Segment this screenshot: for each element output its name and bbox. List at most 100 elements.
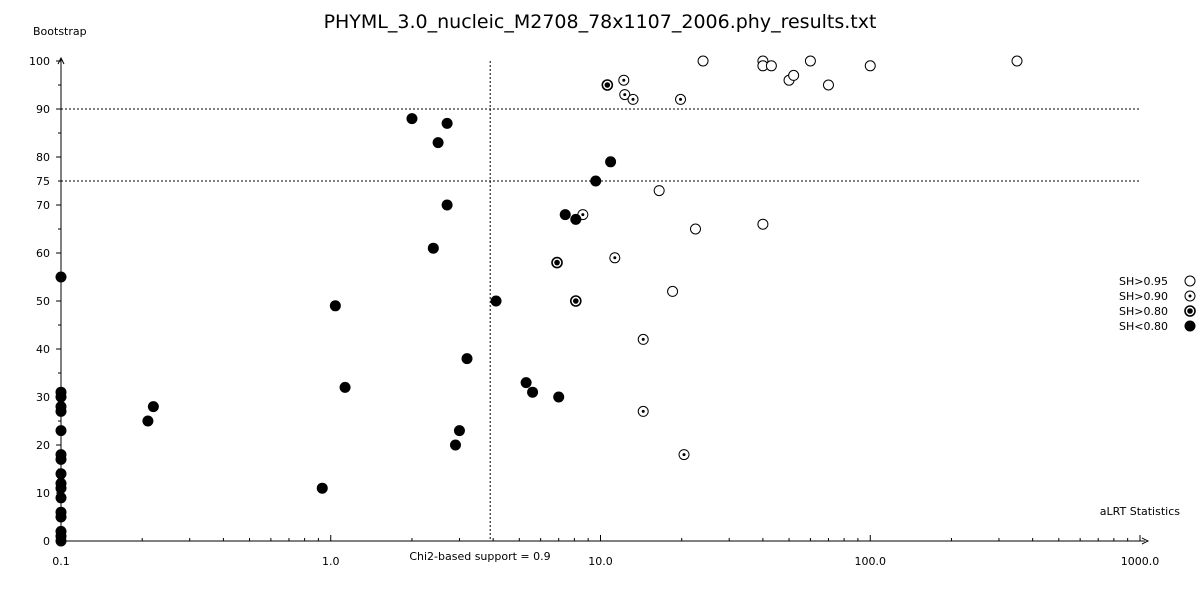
marker-ring	[757, 218, 769, 230]
data-point	[667, 285, 679, 297]
marker-fill	[453, 425, 465, 437]
data-point	[765, 60, 777, 72]
y-tick-label: 80	[36, 151, 50, 164]
data-point	[619, 89, 631, 101]
legend-label: SH<0.80	[1119, 320, 1168, 333]
reference-lines	[61, 61, 1140, 541]
marker-fill	[339, 381, 351, 393]
marker-ring	[697, 55, 709, 67]
data-point	[329, 300, 341, 312]
marker-dot	[682, 453, 686, 457]
data-point	[427, 242, 439, 254]
data-point	[55, 405, 67, 417]
marker-ring	[653, 185, 665, 197]
marker-dot	[1188, 294, 1192, 298]
x-tick-label: 100.0	[855, 555, 887, 568]
data-point	[757, 218, 769, 230]
data-point	[55, 482, 67, 494]
legend-label: SH>0.80	[1119, 305, 1168, 318]
marker-fill	[55, 468, 67, 480]
data-point	[804, 55, 816, 67]
x-tick-label: 10.0	[588, 555, 613, 568]
data-point	[55, 453, 67, 465]
y-tick-label: 60	[36, 247, 50, 260]
chart-title: PHYML_3.0_nucleic_M2708_78x1107_2006.phy…	[324, 11, 877, 33]
marker-ring	[804, 55, 816, 67]
marker-ring	[822, 79, 834, 91]
marker-dot	[631, 97, 635, 101]
y-tick-label: 20	[36, 439, 50, 452]
data-point	[690, 223, 702, 235]
marker-dot	[641, 337, 645, 341]
data-point	[55, 492, 67, 504]
marker-fill	[55, 453, 67, 465]
y-tick-label: 75	[36, 175, 50, 188]
data-point	[697, 55, 709, 67]
y-tick-label: 0	[43, 535, 50, 548]
marker-dot	[622, 78, 626, 82]
data-point	[570, 213, 582, 225]
marker-dot	[679, 97, 683, 101]
marker-fill	[441, 199, 453, 211]
marker-ring	[690, 223, 702, 235]
marker-dot	[641, 409, 645, 413]
marker-core	[554, 259, 560, 266]
marker-dot	[581, 213, 585, 217]
marker-fill	[527, 386, 539, 398]
y-axis-label: Bootstrap	[33, 25, 87, 38]
data-point	[605, 156, 617, 168]
marker-fill	[427, 242, 439, 254]
data-point	[449, 439, 461, 451]
marker-fill	[55, 492, 67, 504]
data-point	[406, 113, 418, 125]
marker-fill	[553, 391, 565, 403]
data-point	[453, 425, 465, 437]
y-tick-label: 50	[36, 295, 50, 308]
marker-fill	[520, 377, 532, 389]
x-axis-arrow	[1141, 537, 1150, 545]
marker-ring	[667, 285, 679, 297]
axes: 0.1 1.0 10.0 100.0 1000.0 0 10 20 30 40 50 60 70 75 80…	[29, 55, 1159, 568]
marker-fill	[55, 535, 67, 547]
data-point	[609, 252, 621, 264]
data-point	[55, 468, 67, 480]
data-point	[147, 401, 159, 413]
data-point	[316, 482, 328, 494]
data-point	[559, 209, 571, 221]
marker-fill	[570, 213, 582, 225]
marker-fill	[406, 113, 418, 125]
data-point	[142, 415, 154, 427]
data-point	[551, 256, 563, 269]
legend: SH>0.95 SH>0.90 SH>0.80 SH<0.80	[1119, 275, 1196, 333]
marker-fill	[559, 209, 571, 221]
data-point	[590, 175, 602, 187]
marker-fill	[432, 137, 444, 149]
y-axis-arrow	[57, 56, 65, 65]
data-points	[55, 55, 1023, 547]
marker-fill	[55, 405, 67, 417]
x-tick-label: 1000.0	[1121, 555, 1160, 568]
marker-core	[1187, 308, 1193, 314]
marker-ring	[1011, 55, 1023, 67]
data-point	[527, 386, 539, 398]
data-point	[55, 535, 67, 547]
data-point	[678, 449, 690, 461]
data-point	[788, 69, 800, 81]
legend-marker	[1184, 305, 1196, 317]
y-tick-label: 100	[29, 55, 50, 68]
reference-line-label: Chi2-based support = 0.9	[409, 550, 550, 563]
data-point	[1011, 55, 1023, 67]
marker-core	[604, 82, 611, 88]
legend-label: SH>0.90	[1119, 290, 1168, 303]
legend-marker	[1184, 275, 1196, 287]
data-point	[570, 295, 582, 307]
data-point	[553, 391, 565, 403]
data-point	[618, 74, 630, 86]
y-tick-label: 10	[36, 487, 50, 500]
marker-fill	[449, 439, 461, 451]
data-point	[601, 79, 614, 91]
marker-ring	[788, 69, 800, 81]
data-point	[637, 405, 649, 417]
x-tick-label: 1.0	[322, 555, 340, 568]
